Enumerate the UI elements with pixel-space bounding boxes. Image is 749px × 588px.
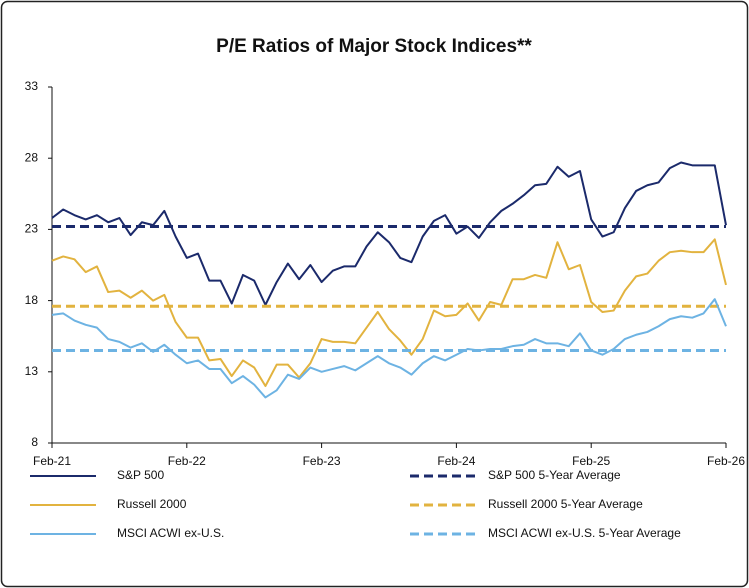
y-tick-label: 13 xyxy=(25,364,39,378)
x-tick-label: Feb-24 xyxy=(437,454,475,468)
series-line xyxy=(51,238,727,388)
legend-label: S&P 500 xyxy=(117,468,164,482)
legend-label: MSCI ACWI ex-U.S. xyxy=(117,526,224,540)
x-tick-label: Feb-23 xyxy=(303,454,341,468)
x-tick-label: Feb-26 xyxy=(707,454,745,468)
chart-title: P/E Ratios of Major Stock Indices** xyxy=(216,36,532,57)
legend-label: Russell 2000 5-Year Average xyxy=(488,497,643,511)
x-tick-label: Feb-21 xyxy=(33,454,71,468)
y-tick-label: 28 xyxy=(25,150,39,164)
legend-label: MSCI ACWI ex-U.S. 5-Year Average xyxy=(488,526,681,540)
legend-label: S&P 500 5-Year Average xyxy=(488,468,621,482)
y-tick-label: 18 xyxy=(25,293,39,307)
y-tick-label: 33 xyxy=(25,79,39,93)
y-tick-label: 23 xyxy=(25,222,39,236)
y-tick-label: 8 xyxy=(31,435,38,449)
x-tick-label: Feb-25 xyxy=(572,454,610,468)
x-tick-label: Feb-22 xyxy=(168,454,206,468)
series-line xyxy=(51,161,727,306)
legend-label: Russell 2000 xyxy=(117,497,187,511)
